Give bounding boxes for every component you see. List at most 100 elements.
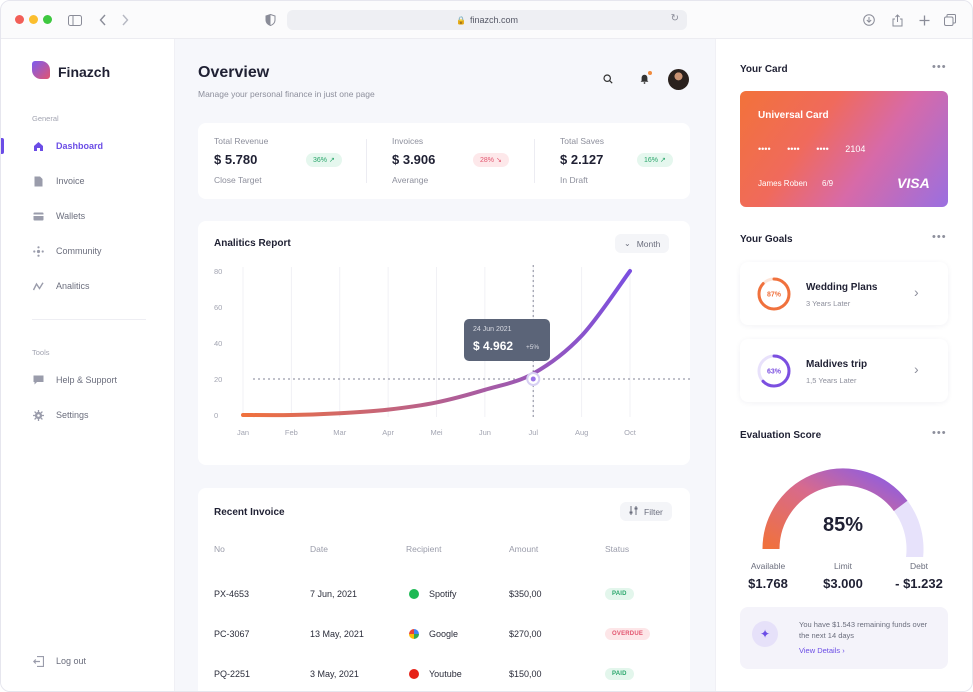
x-tick-label: Jul (528, 428, 538, 437)
invoice-amount: $270,00 (509, 629, 542, 639)
avatar[interactable] (668, 69, 689, 90)
y-tick-label: 80 (214, 267, 222, 276)
new-tab-icon[interactable] (917, 11, 931, 29)
score-available: Available $1.768 (733, 561, 803, 591)
x-tick-label: Mar (333, 428, 346, 437)
spotify-icon (409, 589, 419, 599)
active-indicator (1, 138, 4, 154)
goal-percent: 87% (767, 292, 782, 299)
analytics-line-chart[interactable]: 0 20 40 60 80 Jan Feb Mar Apr Mei Jun Jul Aug Oct (198, 221, 690, 465)
goal-wedding-plans[interactable]: 87% Wedding Plans 3 Years Later › (740, 262, 948, 325)
column-header-date: Date (310, 544, 328, 554)
card-number: •••• •••• •••• 2104 (758, 144, 866, 154)
goal-maldives-trip[interactable]: 63% Maldives trip 1,5 Years Later › (740, 339, 948, 402)
search-button[interactable] (598, 69, 618, 89)
share-icon[interactable] (890, 11, 904, 29)
stat-invoices: Invoices $ 3.906 Averange 28% ↘ (376, 123, 536, 199)
maximize-window-button[interactable] (43, 15, 52, 24)
evaluation-score-title: Evaluation Score (740, 430, 822, 441)
sidebar-item-analitics[interactable]: Analitics (32, 276, 162, 296)
highlight-point-core (530, 376, 536, 382)
stat-sub: Averange (392, 175, 429, 185)
bell-icon (640, 74, 648, 84)
tools-section-label: Tools (32, 348, 50, 357)
recent-invoice-card: Recent Invoice Filter No Date Recipient … (198, 488, 690, 691)
youtube-icon (409, 669, 419, 679)
x-tick-label: Oct (624, 428, 637, 437)
tabs-overview-icon[interactable] (943, 11, 957, 29)
invoice-no: PQ-2251 (214, 669, 251, 679)
analytics-icon (32, 280, 44, 292)
sidebar-item-invoice[interactable]: Invoice (32, 171, 162, 191)
funds-notice-text: You have $1.543 remaining funds over the… (799, 620, 928, 640)
invoice-no: PC-3067 (214, 629, 250, 639)
address-bar[interactable]: 🔒 finazch.com ↻ (287, 10, 687, 30)
invoice-amount: $150,00 (509, 669, 542, 679)
shield-icon[interactable] (263, 11, 277, 29)
goals-more-button[interactable]: ••• (932, 231, 947, 243)
logout-button[interactable]: Log out (32, 651, 162, 671)
forward-icon[interactable] (119, 11, 131, 29)
goal-percent: 63% (767, 369, 782, 376)
recipient-name: Youtube (429, 669, 462, 679)
stat-divider (366, 139, 367, 183)
score-more-button[interactable]: ••• (932, 427, 947, 439)
invoice-status: PAID (605, 664, 634, 684)
score-stat-label: Limit (834, 561, 852, 571)
minimize-window-button[interactable] (29, 15, 38, 24)
invoice-status: OVERDUE (605, 624, 651, 644)
sidebar-item-help-support[interactable]: Help & Support (32, 370, 162, 390)
reload-icon[interactable]: ↻ (670, 13, 679, 24)
notifications-button[interactable] (634, 69, 654, 89)
chevron-right-icon[interactable]: › (914, 361, 919, 377)
sidebar-item-label: Community (56, 246, 102, 256)
invoice-amount: $350,00 (509, 589, 542, 599)
card-more-button[interactable]: ••• (932, 61, 947, 73)
sidebar-item-wallets[interactable]: Wallets (32, 206, 162, 226)
card-name: Universal Card (758, 110, 829, 121)
invoice-date: 7 Jun, 2021 (310, 589, 358, 599)
table-row[interactable]: PQ-2251 3 May, 2021 Youtube $150,00 PAID (198, 664, 688, 684)
series-line (241, 269, 632, 418)
sidebar-item-label: Settings (56, 410, 89, 420)
chevron-right-icon[interactable]: › (914, 284, 919, 300)
y-tick-label: 20 (214, 375, 222, 384)
analytics-title: Analitics Report (214, 238, 291, 249)
view-details-link[interactable]: View Details › (799, 646, 845, 655)
back-icon[interactable] (97, 11, 109, 29)
right-panel: Your Card ••• Universal Card •••• •••• •… (715, 39, 972, 691)
goal-sub: 1,5 Years Later (806, 376, 857, 385)
period-select-button[interactable]: ⌄ Month (615, 234, 670, 253)
invoice-status: PAID (605, 584, 634, 604)
sidebar-item-community[interactable]: Community (32, 241, 162, 261)
recent-invoice-title: Recent Invoice (214, 507, 285, 518)
tooltip-change: +5% (526, 344, 540, 351)
sidebar-toggle-icon[interactable] (67, 11, 83, 29)
logout-label: Log out (56, 656, 87, 666)
stat-badge: 36% ↗ (306, 153, 342, 167)
notification-dot (648, 71, 652, 75)
stat-label: Total Revenue (214, 136, 269, 146)
stat-divider (534, 139, 535, 183)
brand-name: Finazch (58, 64, 111, 80)
brand-logo-icon (32, 61, 50, 79)
sidebar-item-label: Analitics (56, 281, 90, 291)
status-badge: PAID (605, 588, 634, 600)
close-window-button[interactable] (15, 15, 24, 24)
period-label: Month (636, 238, 661, 249)
score-stat-value: $1.768 (748, 576, 788, 591)
sidebar-item-dashboard[interactable]: Dashboard (32, 136, 162, 156)
sidebar-item-settings[interactable]: Settings (32, 405, 162, 425)
table-row[interactable]: PX-4653 7 Jun, 2021 Spotify $350,00 PAID (198, 584, 688, 604)
score-limit: Limit $3.000 (808, 561, 878, 591)
status-badge: OVERDUE (605, 628, 651, 640)
goal-title: Wedding Plans (806, 282, 878, 293)
filter-button[interactable]: Filter (620, 502, 672, 521)
invoice-date: 3 May, 2021 (310, 669, 359, 679)
stat-label: Total Saves (560, 136, 604, 146)
tooltip-date: 24 Jun 2021 (473, 326, 512, 333)
download-icon[interactable] (862, 11, 876, 29)
credit-card[interactable]: Universal Card •••• •••• •••• 2104 James… (740, 91, 948, 207)
table-row[interactable]: PC-3067 13 May, 2021 Google $270,00 OVER… (198, 624, 688, 644)
